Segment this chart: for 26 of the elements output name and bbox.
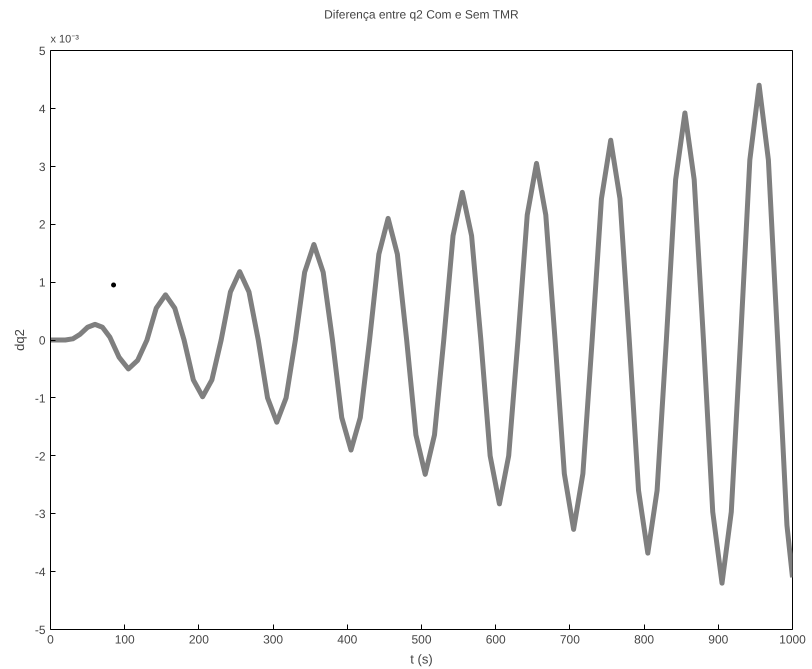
text: x 10⁻³ — [50, 34, 80, 46]
y-tick-label: 3 — [38, 160, 46, 174]
y-tick-label: 0 — [38, 334, 46, 348]
chart-title: Diferença entre q2 Com e Sem TMR — [324, 8, 519, 22]
y-tick-label: 2 — [38, 218, 46, 232]
y-axis-title: dq2 — [12, 329, 27, 351]
x-tick-label: 300 — [263, 632, 284, 646]
x-tick-label: 200 — [188, 632, 210, 646]
y-tick-label: -1 — [34, 391, 46, 406]
x-tick-label: 700 — [560, 632, 580, 646]
x-tick-label: 600 — [486, 632, 506, 646]
x-tick-label: 100 — [114, 632, 136, 646]
x-axis-title: t (s) — [410, 652, 433, 666]
y-tick-label: -3 — [34, 507, 46, 522]
y-tick-label: 4 — [38, 102, 46, 116]
y-tick-label: -5 — [34, 623, 46, 637]
x-tick-label: 800 — [634, 632, 654, 646]
x-tick-label: 1000 — [779, 632, 806, 646]
y-tick-label: -4 — [34, 565, 46, 580]
x-tick-label: 400 — [337, 632, 358, 646]
y-tick-label: 5 — [38, 44, 46, 58]
x-tick-label: 0 — [47, 632, 54, 646]
x-tick-label: 500 — [411, 632, 432, 646]
y-tick-label: -2 — [34, 449, 46, 464]
y-tick-label: 1 — [38, 276, 46, 290]
x-tick-label: 900 — [708, 632, 729, 646]
